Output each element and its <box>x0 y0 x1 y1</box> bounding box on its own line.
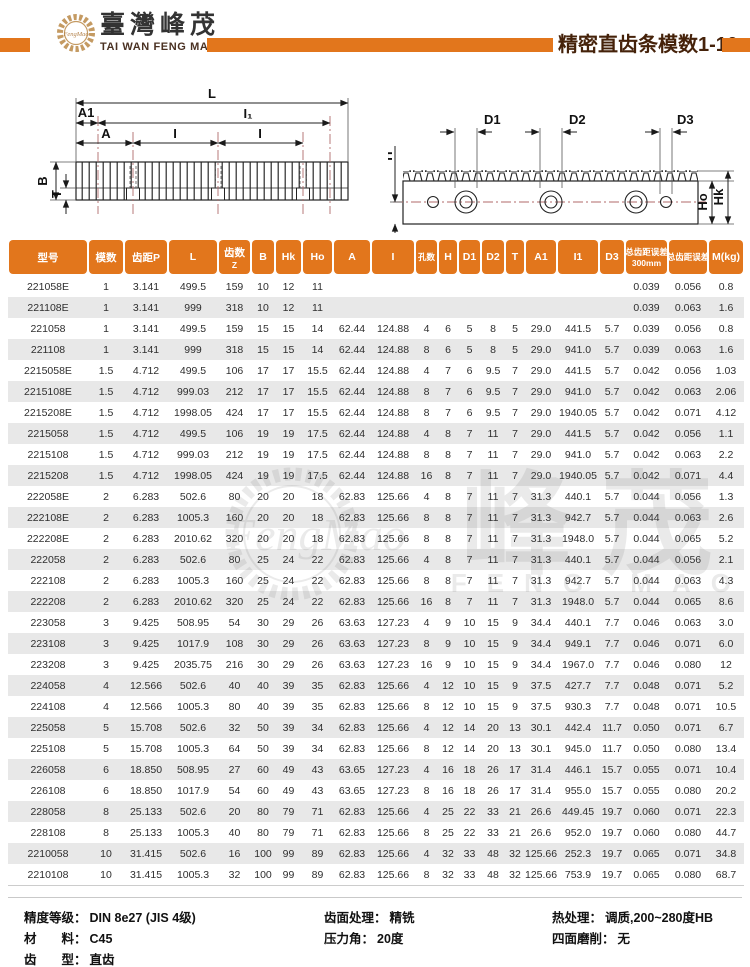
brand-name-english: TAI WAN FENG MAO <box>100 41 218 54</box>
dim-label-I1: I₁ <box>244 106 253 121</box>
table-row: 221108 1 3.141 999 318 15 15 14 62.44 124.88 8 6 5 8 5… <box>8 339 744 360</box>
dim-label-Ho: Ho <box>695 193 710 210</box>
column-header-20: M(kg) <box>708 240 744 276</box>
table-row: 2210058 10 31.415 502.6 16 100 99 89 62.83 125.66… <box>8 843 744 864</box>
spec-property: 四面磨削：无 <box>552 932 631 946</box>
table-row: 228058 8 25.133 502.6 20 80 79 71 62.83 125.66 4 25… <box>8 801 744 822</box>
dim-label-T: T <box>49 190 64 198</box>
dim-label-H: H <box>388 151 395 160</box>
table-row: 222058E 2 6.283 502.6 80 20 20 18 62.83 125.66 4 8 7… <box>26 490 734 503</box>
dim-label-D1: D1 <box>484 112 501 127</box>
table-row: 223208 3 9.425 2035.75 216 30 29 26 63.63 127.23 1… <box>30 658 732 671</box>
column-header-19: 总齿距误差 <box>668 240 708 276</box>
spec-property: 压力角： 20度 <box>324 932 404 946</box>
dim-label-I-left: I <box>173 126 177 141</box>
table-row: 2215108E 1.5 4.712 999.03 212 17 17 15.5 62.44 12… <box>8 381 744 402</box>
page-title: 精密直齿条模数1-10 <box>558 34 739 56</box>
table-row: 224108 4 12.566 1005.3 80 40 39 35 62.83 125.66 8 1… <box>30 700 737 713</box>
table-row: 222108E 2 6.283 1005.3 160 20 20 18 62.83 125.66 8… <box>8 507 744 528</box>
column-header-2: 齿距P <box>124 240 168 276</box>
rack-top-view-drawing: L I₁ A1 A I I B T <box>35 86 349 214</box>
table-row: 2215208 1.5 4.712 1998.05 424 19 19 17.5 62.44 12… <box>8 465 744 486</box>
table-row: 225058 5 15.708 502.6 32 50 39 34 62.83 125.66 4 12… <box>8 717 744 738</box>
spec-property: 齿 型： 直齿 <box>24 953 115 967</box>
column-header-4: 齿数 Z <box>218 240 251 276</box>
dim-label-L: L <box>208 86 216 101</box>
table-row: 222208E 2 6.283 2010.62 320 20 20 18 62.83 125.66… <box>26 532 734 545</box>
table-row: 221058 1 3.141 499.5 159 15 15 14 62.44 124.88 4 6 5… <box>30 322 734 335</box>
spec-table-wrap: 型号 模数 齿距P L 齿数 Z B Hk Ho A I 孔数 H D1 D2 T A1 I1 D3 总齿距误差 300… <box>8 240 744 886</box>
table-row: 2215058 1.5 4.712 499.5 106 19 19 17.5 62.44 124.… <box>8 423 744 444</box>
rack-teeth <box>403 170 698 181</box>
column-header-18: 总齿距误差 300mm <box>625 240 668 276</box>
table-row: 228108 8 25.133 1005.3 40 80 79 71 62.83 125.66 8 2… <box>30 826 737 839</box>
table-row: 2215058E 1.5 4.712 499.5 106 17 17 15.5 62.44 124… <box>24 364 737 377</box>
column-header-15: A1 <box>525 240 557 276</box>
column-header-1: 模数 <box>88 240 124 276</box>
brand-name-chinese: 臺灣峰茂 <box>100 12 221 39</box>
spec-property: 齿面处理： 精铣 <box>324 911 415 925</box>
rack-side-view-drawing: H D1 D2 D3 Ho Hk <box>388 112 734 233</box>
dim-label-A1: A1 <box>78 105 95 120</box>
column-header-12: D1 <box>458 240 481 276</box>
header-accent-bar-main <box>207 38 553 52</box>
spec-table: 型号 模数 齿距P L 齿数 Z B Hk Ho A I 孔数 H D1 D2 T A1 I1 D3 总齿距误差 300… <box>8 240 744 886</box>
column-header-13: D2 <box>481 240 505 276</box>
column-header-10: 孔数 <box>415 240 438 276</box>
table-row: 2210108 10 31.415 1005.3 32 100 99 89 62.83 125.6… <box>27 868 737 881</box>
column-header-9: I <box>371 240 415 276</box>
table-row: 222108 2 6.283 1005.3 160 25 24 22 62.83 125.66 8 8… <box>30 574 734 587</box>
table-row: 223108 3 9.425 1017.9 108 30 29 26 63.63 127.23 8 9… <box>8 633 744 654</box>
logo-script-text: FengMao <box>62 31 89 38</box>
table-row: 225108 5 15.708 1005.3 64 50 39 34 62.83 125.66 8 1… <box>30 742 737 755</box>
header-accent-bar-right <box>722 38 750 52</box>
column-header-5: B <box>251 240 275 276</box>
dim-label-Hk: Hk <box>711 188 726 205</box>
column-header-8: A <box>333 240 371 276</box>
table-row: 222058 2 6.283 502.6 80 25 24 22 62.83 125.66 4 8 7 1… <box>8 549 744 570</box>
table-row: 221108E 1 3.141 999 318 10 12 11 0.039 0.063 1.6 <box>8 297 744 318</box>
header-accent-bar-left <box>0 38 30 52</box>
table-row: 226058 6 18.850 508.95 27 60 49 43 63.65 127.23 4 1… <box>8 759 744 780</box>
spec-property: 热处理： 调质,200~280度HB <box>552 911 714 925</box>
table-row: 2215208E 1.5 4.712 1998.05 424 17 17 15.5 62.44 1… <box>24 406 737 419</box>
rack-body-side-view <box>402 180 699 225</box>
mounting-holes <box>426 190 673 214</box>
dim-label-A: A <box>101 126 111 141</box>
column-header-16: I1 <box>557 240 599 276</box>
spec-property: 精度等级： DIN 8e27 (JIS 4级) <box>24 911 196 925</box>
column-header-11: H <box>438 240 458 276</box>
dim-label-I-right: I <box>258 126 262 141</box>
table-row: 223058 3 9.425 508.95 54 30 29 26 63.63 127.23 4 9 1… <box>30 616 734 629</box>
table-row: 224058 4 12.566 502.6 40 40 39 35 62.83 125.66 4 12… <box>8 675 744 696</box>
column-header-3: L <box>168 240 218 276</box>
column-header-0: 型号 <box>8 240 88 276</box>
column-header-14: T <box>505 240 525 276</box>
column-header-6: Hk <box>275 240 302 276</box>
spec-footer: 精度等级： DIN 8e27 (JIS 4级) 材 料： C45 齿 型： 直齿 齿面处理：… <box>8 897 742 967</box>
column-header-7: Ho <box>302 240 333 276</box>
table-row: 2215108 1.5 4.712 999.03 212 19 19 17.5 62.44 124… <box>27 448 734 461</box>
dim-label-D2: D2 <box>569 112 586 127</box>
table-row: 226108 6 18.850 1017.9 54 60 49 43 63.65 127.23 8 1… <box>30 784 737 797</box>
dim-label-D3: D3 <box>677 112 694 127</box>
brand-block: 臺灣峰茂 TAI WAN FENG MAO <box>100 12 221 54</box>
brand-gear-logo-icon: FengMao <box>57 14 95 52</box>
spec-property: 材 料： C45 <box>24 932 113 946</box>
table-row: 221058E 1 3.141 499.5 159 10 12 11 0.039 0.056 0.8 <box>26 280 734 293</box>
column-header-17: D3 <box>599 240 625 276</box>
dim-label-B: B <box>35 176 50 185</box>
table-row: 222208 2 6.283 2010.62 320 25 24 22 62.83 125.66 1… <box>8 591 744 612</box>
